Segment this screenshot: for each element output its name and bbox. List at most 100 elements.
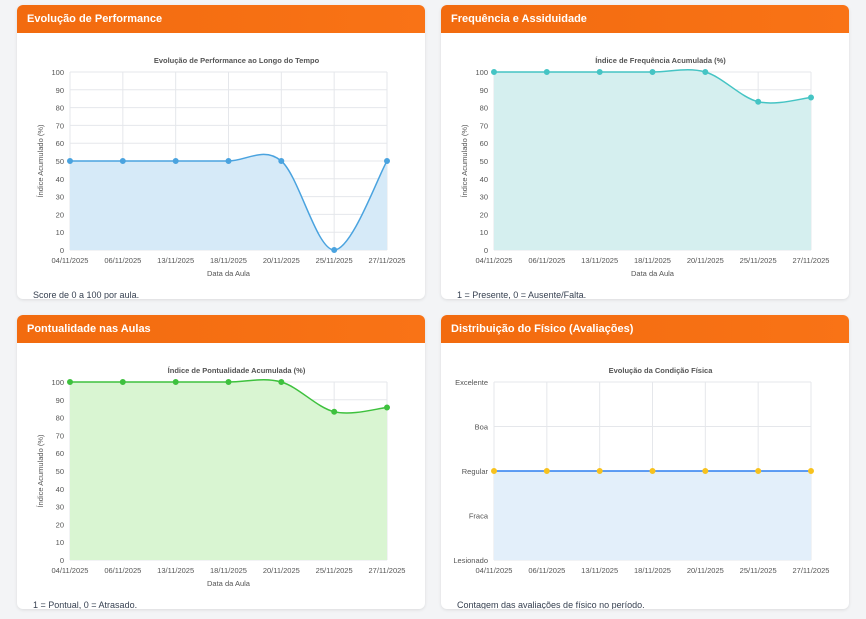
data-point bbox=[225, 379, 232, 385]
data-point bbox=[649, 468, 656, 474]
data-point bbox=[384, 404, 390, 411]
frequency-chart: Índice de Frequência Acumulada (%) 0 10 20 3… bbox=[460, 56, 830, 278]
x-tick-label: 18/11/2025 bbox=[634, 256, 671, 265]
chart-title: Evolução da Condição Física bbox=[609, 366, 714, 375]
y-tick-label: 50 bbox=[56, 157, 64, 166]
y-tick-label: 0 bbox=[60, 556, 64, 565]
x-tick-label: 04/11/2025 bbox=[476, 566, 513, 575]
data-point bbox=[491, 468, 497, 474]
y-tick-label: 60 bbox=[480, 139, 488, 148]
x-tick-label: 25/11/2025 bbox=[740, 256, 777, 265]
y-tick-label: 50 bbox=[480, 157, 488, 166]
data-point bbox=[172, 158, 179, 164]
series-area bbox=[494, 69, 811, 251]
x-tick-label: 20/11/2025 bbox=[263, 256, 300, 265]
x-axis-label: Data da Aula bbox=[207, 269, 251, 278]
y-tick-label: Excelente bbox=[455, 378, 488, 387]
x-tick-label: 27/11/2025 bbox=[793, 566, 830, 575]
data-point bbox=[278, 379, 285, 385]
data-point bbox=[225, 158, 232, 164]
card-note: Score de 0 a 100 por aula. bbox=[33, 290, 140, 299]
x-tick-label: 25/11/2025 bbox=[740, 566, 777, 575]
punctuality-chart: Índice de Pontualidade Acumulada (%) 0 10 2… bbox=[36, 366, 405, 588]
card-note: 1 = Pontual, 0 = Atrasado. bbox=[33, 600, 138, 609]
x-tick-label: 18/11/2025 bbox=[634, 566, 671, 575]
data-point bbox=[172, 379, 179, 385]
y-tick-label: 80 bbox=[56, 414, 64, 423]
x-tick-label: 04/11/2025 bbox=[52, 256, 89, 265]
y-tick-label: 20 bbox=[480, 210, 488, 219]
series-area bbox=[70, 379, 387, 560]
data-point bbox=[491, 69, 497, 75]
y-tick-label: 10 bbox=[56, 228, 64, 237]
y-tick-label: 30 bbox=[480, 193, 488, 202]
y-tick-label: 30 bbox=[56, 503, 64, 512]
card-note: Contagem das avaliações de físico no per… bbox=[457, 600, 645, 609]
x-tick-label: 27/11/2025 bbox=[793, 256, 830, 265]
y-tick-label: 20 bbox=[56, 210, 64, 219]
y-tick-label: 70 bbox=[56, 121, 64, 130]
x-tick-label: 18/11/2025 bbox=[210, 566, 247, 575]
x-tick-label: 20/11/2025 bbox=[263, 566, 300, 575]
y-tick-label: Boa bbox=[475, 423, 489, 432]
card-frequency: Frequência e Assiduidade Índice de Frequ… bbox=[441, 5, 849, 299]
y-tick-label: 50 bbox=[56, 467, 64, 476]
y-tick-label: 90 bbox=[480, 86, 488, 95]
x-tick-label: 25/11/2025 bbox=[316, 566, 353, 575]
y-tick-label: 30 bbox=[56, 193, 64, 202]
y-tick-label: 80 bbox=[56, 104, 64, 113]
data-point bbox=[596, 468, 603, 474]
x-tick-label: 04/11/2025 bbox=[52, 566, 89, 575]
data-point bbox=[596, 69, 603, 75]
x-tick-label: 06/11/2025 bbox=[104, 256, 141, 265]
physical-chart: Evolução da Condição Física Lesionado Frac… bbox=[453, 366, 830, 575]
y-tick-label: Lesionado bbox=[453, 556, 488, 565]
y-tick-label: Fraca bbox=[469, 512, 489, 521]
x-tick-label: 20/11/2025 bbox=[687, 256, 724, 265]
y-tick-label: 60 bbox=[56, 139, 64, 148]
y-tick-label: 10 bbox=[480, 228, 488, 237]
data-point bbox=[808, 94, 814, 101]
card-physical: Distribuição do Físico (Avaliações) Evol… bbox=[441, 315, 849, 609]
card-note: 1 = Presente, 0 = Ausente/Falta. bbox=[457, 290, 587, 299]
data-point bbox=[755, 468, 762, 474]
x-axis-label: Data da Aula bbox=[631, 269, 675, 278]
data-point bbox=[67, 379, 73, 385]
data-point bbox=[384, 158, 390, 164]
card-punctuality: Pontualidade nas Aulas Índice de Pontual… bbox=[17, 315, 425, 609]
x-tick-label: 06/11/2025 bbox=[528, 566, 565, 575]
x-tick-label: 06/11/2025 bbox=[104, 566, 141, 575]
y-tick-label: 20 bbox=[56, 520, 64, 529]
data-point bbox=[543, 468, 550, 474]
data-point bbox=[119, 379, 126, 385]
series-area bbox=[70, 154, 387, 250]
x-tick-label: 25/11/2025 bbox=[316, 256, 353, 265]
y-tick-label: 10 bbox=[56, 538, 64, 547]
x-tick-label: 04/11/2025 bbox=[476, 256, 513, 265]
y-axis-label: Índice Acumulado (%) bbox=[460, 124, 469, 197]
data-point bbox=[543, 69, 550, 75]
x-axis-label: Data da Aula bbox=[207, 579, 251, 588]
y-tick-label: 40 bbox=[480, 175, 488, 184]
y-tick-label: 100 bbox=[51, 68, 64, 77]
y-tick-label: 40 bbox=[56, 485, 64, 494]
x-tick-label: 13/11/2025 bbox=[157, 566, 194, 575]
series-area bbox=[494, 471, 811, 560]
x-tick-label: 27/11/2025 bbox=[369, 256, 406, 265]
y-axis-label: Índice Acumulado (%) bbox=[36, 434, 45, 507]
x-tick-label: 13/11/2025 bbox=[581, 566, 618, 575]
y-tick-label: 80 bbox=[480, 104, 488, 113]
data-point bbox=[702, 468, 709, 474]
x-tick-label: 13/11/2025 bbox=[581, 256, 618, 265]
y-tick-label: 100 bbox=[51, 378, 64, 387]
data-point bbox=[702, 69, 709, 75]
y-tick-label: 90 bbox=[56, 396, 64, 405]
y-tick-label: 100 bbox=[475, 68, 488, 77]
y-axis-label: Índice Acumulado (%) bbox=[36, 124, 45, 197]
y-tick-label: 70 bbox=[56, 431, 64, 440]
chart-title: Índice de Frequência Acumulada (%) bbox=[595, 56, 726, 65]
data-point bbox=[755, 98, 762, 105]
x-tick-label: 06/11/2025 bbox=[528, 256, 565, 265]
data-point bbox=[649, 69, 656, 75]
x-tick-label: 13/11/2025 bbox=[157, 256, 194, 265]
